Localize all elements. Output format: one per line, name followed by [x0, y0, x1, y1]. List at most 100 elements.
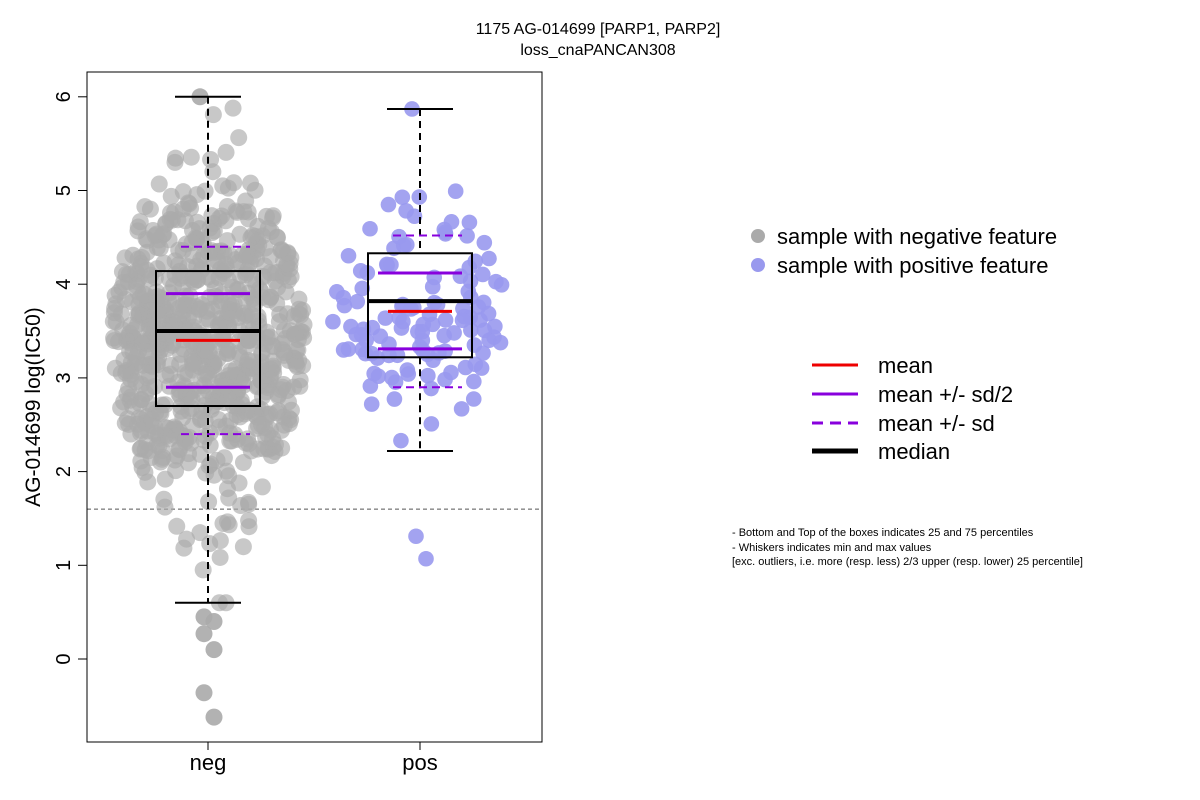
data-point [249, 307, 267, 325]
data-point [203, 207, 221, 225]
data-point [325, 313, 341, 330]
data-point [457, 359, 474, 376]
data-point [136, 441, 154, 459]
outlier-point [195, 684, 213, 702]
data-point [116, 249, 134, 267]
note-boxes: - Bottom and Top of the boxes indicates … [732, 527, 1034, 539]
data-point [107, 295, 125, 313]
data-point [118, 362, 136, 380]
y-tick-label: 5 [53, 185, 75, 196]
data-point [150, 175, 168, 193]
data-point [152, 453, 170, 471]
outlier-point [408, 528, 424, 545]
data-point [362, 378, 379, 394]
iqr-box [155, 270, 261, 408]
data-point [105, 329, 123, 347]
data-point [162, 187, 180, 205]
legend-sd-label: mean +/- sd [878, 411, 995, 436]
outlier-point [205, 641, 223, 659]
data-point [162, 356, 180, 374]
data-point [202, 401, 220, 419]
data-point [197, 427, 215, 445]
data-point [453, 401, 470, 417]
chart-title: 1175 AG-014699 [PARP1, PARP2] [476, 21, 721, 38]
y-tick-label: 6 [53, 91, 75, 102]
data-point [222, 309, 240, 327]
data-point [230, 474, 248, 492]
data-point [466, 337, 483, 353]
note-whiskers: - Whiskers indicates min and max values [732, 542, 932, 554]
data-point [168, 517, 186, 535]
data-point [184, 318, 202, 336]
data-point [277, 283, 295, 301]
data-point [492, 334, 509, 351]
data-point [253, 478, 271, 496]
data-point [466, 373, 482, 390]
data-point [230, 129, 248, 147]
data-point [452, 268, 469, 285]
data-point [155, 490, 173, 508]
data-point [242, 174, 260, 192]
data-point [188, 186, 206, 204]
data-point [420, 367, 436, 384]
data-point [177, 429, 195, 447]
data-point [354, 280, 371, 297]
data-point [243, 271, 261, 289]
data-point [447, 183, 464, 200]
data-point [212, 260, 230, 278]
data-point [410, 323, 426, 340]
data-point [278, 382, 296, 400]
data-point [211, 532, 229, 550]
data-point [437, 371, 453, 388]
data-point [381, 347, 397, 364]
data-point [188, 213, 206, 231]
data-point [218, 232, 236, 250]
data-point [129, 218, 147, 236]
data-point [238, 247, 256, 265]
data-point [204, 106, 222, 124]
data-point [362, 220, 378, 237]
data-point [400, 366, 417, 382]
data-point [210, 297, 228, 315]
data-point [202, 150, 220, 168]
data-point [236, 307, 254, 325]
data-point [200, 493, 218, 511]
data-point [225, 366, 243, 384]
legend-mean-label: mean [878, 353, 933, 378]
data-point [146, 418, 164, 436]
data-point [476, 322, 493, 339]
data-point [335, 342, 352, 358]
data-point [386, 391, 403, 407]
data-point [148, 225, 166, 243]
data-point [403, 301, 419, 317]
legend-positive-marker [751, 258, 765, 272]
data-point [132, 421, 150, 439]
x-tick-label-neg: neg [190, 750, 227, 775]
data-point [150, 437, 168, 455]
data-point [393, 432, 409, 449]
data-point [239, 351, 257, 369]
data-point [217, 143, 235, 161]
data-point [136, 286, 154, 304]
data-point [230, 280, 248, 298]
data-point [191, 524, 209, 542]
data-point [214, 177, 232, 195]
data-point [205, 222, 223, 240]
data-point [166, 153, 184, 171]
data-point [424, 278, 441, 295]
legend-positive-label: sample with positive feature [777, 253, 1048, 278]
data-point [200, 342, 218, 360]
iqr-box [367, 252, 473, 359]
data-point [353, 326, 370, 343]
y-tick-label: 0 [53, 653, 75, 664]
data-point [465, 391, 482, 407]
outlier-point [418, 550, 434, 567]
data-point [380, 196, 397, 213]
data-point [349, 293, 366, 310]
data-point [224, 99, 242, 117]
data-point [436, 221, 453, 238]
data-point [493, 277, 510, 293]
data-point [139, 335, 157, 353]
y-tick-label: 1 [53, 560, 75, 571]
